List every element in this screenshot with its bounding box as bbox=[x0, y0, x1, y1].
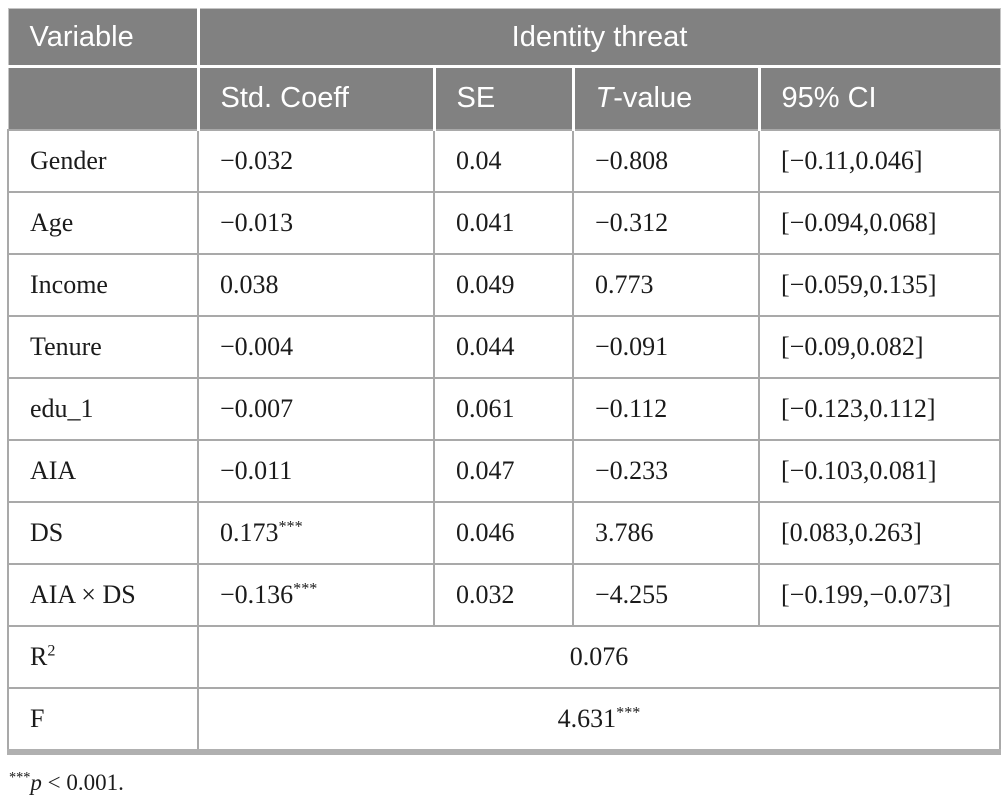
t-cell: −0.112 bbox=[572, 377, 760, 441]
coeff-cell: −0.013 bbox=[197, 191, 435, 255]
significance-stars: *** bbox=[616, 704, 641, 722]
significance-stars: *** bbox=[293, 580, 318, 598]
row-label: Tenure bbox=[7, 315, 199, 379]
coeff-value: −0.032 bbox=[220, 146, 294, 175]
ci-cell: [−0.059,0.135] bbox=[757, 253, 1002, 317]
se-cell: 0.049 bbox=[433, 253, 574, 317]
t-cell: −0.808 bbox=[572, 129, 760, 193]
header-t-rest: -value bbox=[613, 82, 693, 114]
ci-cell: [0.083,0.263] bbox=[757, 501, 1002, 565]
ci-cell: [−0.123,0.112] bbox=[757, 377, 1002, 441]
coeff-value: −0.011 bbox=[220, 456, 293, 485]
coeff-cell: −0.004 bbox=[197, 315, 435, 379]
ci-cell: [−0.09,0.082] bbox=[757, 315, 1002, 379]
table-row: Age −0.013 0.041 −0.312 [−0.094,0.068] bbox=[7, 191, 1002, 255]
se-cell: 0.046 bbox=[433, 501, 574, 565]
coeff-value: −0.004 bbox=[220, 332, 294, 361]
t-cell: −0.091 bbox=[572, 315, 760, 379]
table-row: edu_1 −0.007 0.061 −0.112 [−0.123,0.112] bbox=[7, 377, 1002, 441]
header-ci: 95% CI bbox=[759, 66, 1001, 130]
table-row: AIA −0.011 0.047 −0.233 [−0.103,0.081] bbox=[7, 439, 1002, 503]
summary-row-r2: R2 0.076 bbox=[7, 625, 1002, 689]
coeff-cell: 0.173*** bbox=[197, 501, 435, 565]
summary-row-f: F 4.631*** bbox=[7, 687, 1002, 753]
ci-cell: [−0.199,−0.073] bbox=[757, 563, 1002, 627]
t-cell: 3.786 bbox=[572, 501, 760, 565]
summary-value-cell: 0.076 bbox=[196, 625, 1002, 689]
header-std-coeff: Std. Coeff bbox=[198, 66, 436, 130]
table-footnote: ***p < 0.001. bbox=[9, 770, 999, 796]
table-row: Tenure −0.004 0.044 −0.091 [−0.09,0.082] bbox=[7, 315, 1002, 379]
row-label: edu_1 bbox=[7, 377, 199, 441]
header-t-italic: T bbox=[595, 82, 614, 114]
summary-value: 0.076 bbox=[569, 642, 629, 671]
t-cell: −0.312 bbox=[572, 191, 760, 255]
coeff-value: −0.136 bbox=[220, 580, 294, 609]
summary-label-text: R bbox=[30, 642, 48, 671]
header-t-value: T-value bbox=[573, 66, 761, 130]
header-group-identity-threat: Identity threat bbox=[198, 8, 1001, 68]
coeff-value: 0.173 bbox=[220, 518, 279, 547]
coeff-value: −0.007 bbox=[220, 394, 294, 423]
ci-cell: [−0.11,0.046] bbox=[757, 129, 1002, 193]
coeff-cell: −0.011 bbox=[197, 439, 435, 503]
header-variable: Variable bbox=[8, 8, 200, 68]
se-cell: 0.061 bbox=[433, 377, 574, 441]
t-cell: −0.233 bbox=[572, 439, 760, 503]
t-cell: −4.255 bbox=[572, 563, 760, 627]
coeff-value: 0.038 bbox=[220, 270, 279, 299]
se-cell: 0.047 bbox=[433, 439, 574, 503]
coeff-cell: −0.032 bbox=[197, 129, 435, 193]
summary-label-text: F bbox=[30, 704, 45, 733]
row-label: DS bbox=[7, 501, 199, 565]
coeff-cell: 0.038 bbox=[197, 253, 435, 317]
table-row: Gender −0.032 0.04 −0.808 [−0.11,0.046] bbox=[7, 129, 1002, 193]
summary-label-sup: 2 bbox=[47, 642, 56, 660]
summary-label: R2 bbox=[7, 625, 199, 689]
footnote-stars: *** bbox=[9, 769, 31, 786]
summary-value: 4.631 bbox=[557, 704, 617, 733]
se-cell: 0.041 bbox=[433, 191, 574, 255]
summary-label: F bbox=[7, 687, 199, 753]
ci-cell: [−0.094,0.068] bbox=[757, 191, 1002, 255]
coeff-value: −0.013 bbox=[220, 208, 294, 237]
se-cell: 0.044 bbox=[433, 315, 574, 379]
header-se: SE bbox=[434, 66, 575, 130]
row-label: AIA bbox=[7, 439, 199, 503]
row-label: AIA × DS bbox=[7, 563, 199, 627]
row-label: Gender bbox=[7, 129, 199, 193]
ci-cell: [−0.103,0.081] bbox=[757, 439, 1002, 503]
table-row: AIA × DS −0.136*** 0.032 −4.255 [−0.199,… bbox=[7, 563, 1002, 627]
regression-table: Variable Identity threat Std. Coeff SE T… bbox=[7, 8, 1002, 755]
t-cell: 0.773 bbox=[572, 253, 760, 317]
header-spacer-cell bbox=[8, 66, 200, 130]
table-row: DS 0.173*** 0.046 3.786 [0.083,0.263] bbox=[7, 501, 1002, 565]
se-cell: 0.032 bbox=[433, 563, 574, 627]
summary-value-cell: 4.631*** bbox=[196, 687, 1002, 753]
row-label: Income bbox=[7, 253, 199, 317]
header-row-columns: Std. Coeff SE T-value 95% CI bbox=[8, 66, 1001, 130]
coeff-cell: −0.136*** bbox=[197, 563, 435, 627]
significance-stars: *** bbox=[278, 518, 303, 536]
coeff-cell: −0.007 bbox=[197, 377, 435, 441]
footnote-p-italic: p bbox=[30, 770, 42, 795]
row-label: Age bbox=[7, 191, 199, 255]
header-row-group: Variable Identity threat bbox=[8, 8, 1001, 68]
table-row: Income 0.038 0.049 0.773 [−0.059,0.135] bbox=[7, 253, 1002, 317]
footnote-rest: < 0.001. bbox=[41, 770, 124, 795]
se-cell: 0.04 bbox=[433, 129, 574, 193]
